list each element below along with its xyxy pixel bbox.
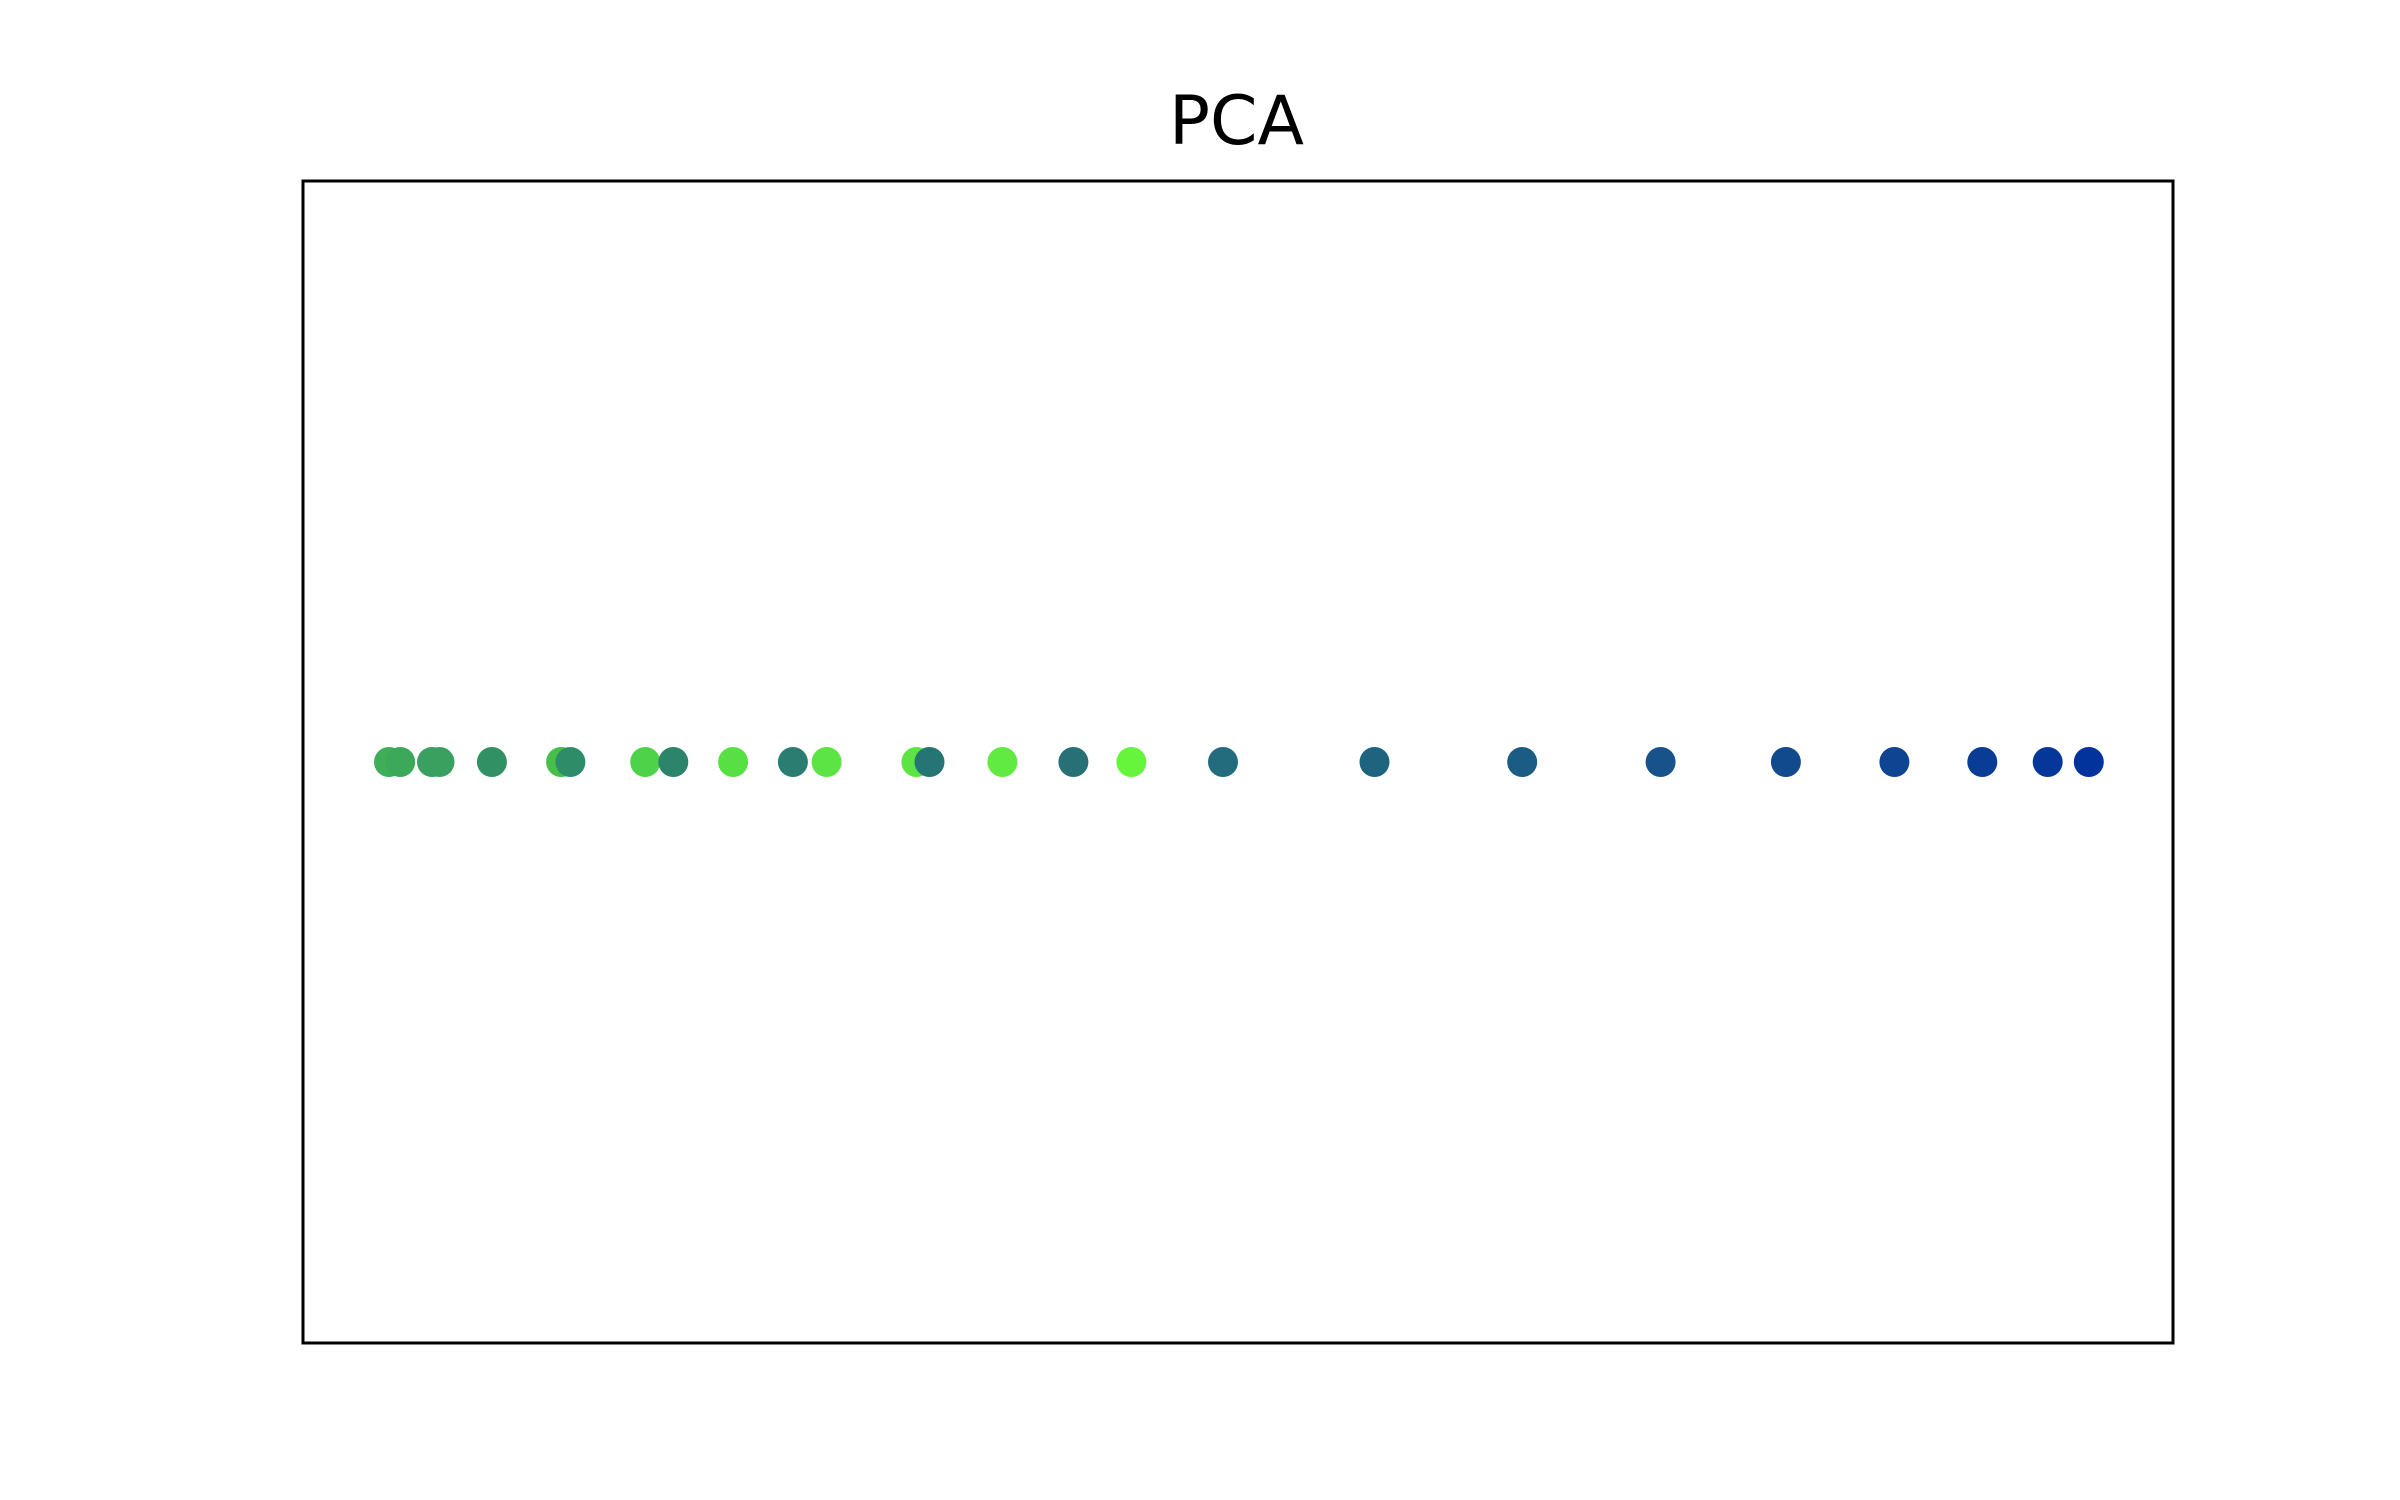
data-point-25: [2032, 747, 2063, 777]
data-point-18: [1208, 747, 1238, 777]
data-point-20: [1507, 747, 1538, 777]
data-point-21: [1645, 747, 1676, 777]
axes-frame: [301, 179, 2175, 1345]
data-point-16: [1058, 747, 1089, 777]
data-point-11: [777, 747, 808, 777]
data-point-26: [2073, 747, 2104, 777]
data-point-14: [914, 747, 945, 777]
data-point-2: [385, 747, 416, 777]
data-point-5: [476, 747, 507, 777]
data-point-7: [555, 747, 586, 777]
data-point-22: [1770, 747, 1801, 777]
data-point-9: [658, 747, 689, 777]
data-point-19: [1359, 747, 1390, 777]
chart-title: PCA: [1168, 82, 1304, 161]
data-point-17: [1116, 747, 1147, 777]
data-point-15: [987, 747, 1018, 777]
data-point-12: [811, 747, 842, 777]
plot-area: [301, 179, 2175, 1345]
data-point-4: [424, 747, 455, 777]
data-point-10: [718, 747, 749, 777]
data-point-24: [1967, 747, 1998, 777]
data-point-23: [1879, 747, 1910, 777]
data-point-8: [630, 747, 661, 777]
